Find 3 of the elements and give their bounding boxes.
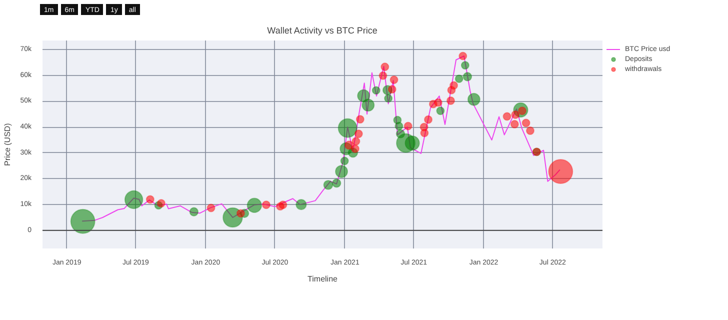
y-axis-title: Price (USD) (3, 122, 12, 166)
chart-title: Wallet Activity vs BTC Price (267, 26, 378, 36)
x-axis-title: Timeline (308, 274, 338, 284)
